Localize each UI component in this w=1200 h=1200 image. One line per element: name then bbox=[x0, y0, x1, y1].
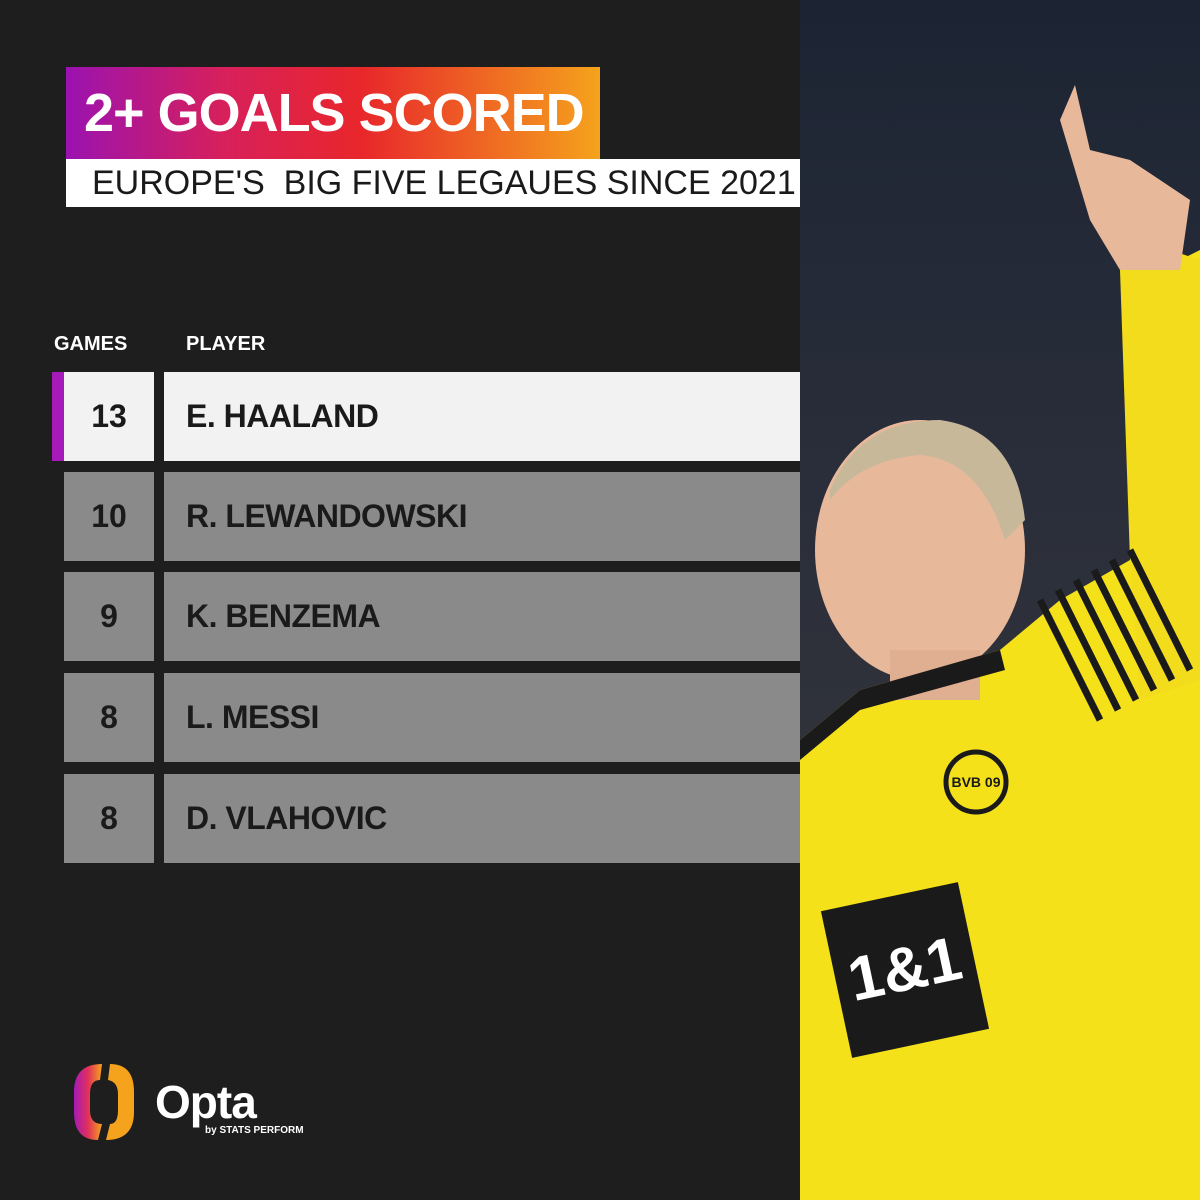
player-cell: D. VLAHOVIC bbox=[164, 774, 800, 863]
player-cell: L. MESSI bbox=[164, 673, 800, 762]
player-cell: K. BENZEMA bbox=[164, 572, 800, 661]
club-badge-text: BVB 09 bbox=[951, 774, 1000, 790]
table-row: 10 R. LEWANDOWSKI bbox=[0, 472, 800, 561]
table-row: 8 L. MESSI bbox=[0, 673, 800, 762]
club-badge-icon bbox=[943, 749, 1009, 815]
games-cell: 10 bbox=[64, 472, 154, 561]
opta-logo-icon bbox=[72, 1062, 136, 1147]
games-cell: 8 bbox=[64, 774, 154, 863]
player-photo: BVB 09 1&1 bbox=[800, 0, 1200, 1200]
opta-logo-text: Opta bbox=[155, 1076, 257, 1128]
column-header-games: GAMES bbox=[54, 333, 128, 355]
table-row: 9 K. BENZEMA bbox=[0, 572, 800, 661]
title-banner: 2+ GOALS SCORED bbox=[66, 67, 600, 159]
player-cell: E. HAALAND bbox=[164, 372, 800, 461]
column-header-player: PLAYER bbox=[186, 333, 266, 355]
player-cell: R. LEWANDOWSKI bbox=[164, 472, 800, 561]
games-cell: 13 bbox=[64, 372, 154, 461]
highlight-accent-bar bbox=[52, 372, 64, 461]
subtitle-banner: EUROPE'S BIG FIVE LEGAUES SINCE 2021 bbox=[66, 159, 815, 207]
games-cell: 9 bbox=[64, 572, 154, 661]
table-row: 13 E. HAALAND bbox=[0, 372, 800, 461]
opta-logo-subtext: by STATS PERFORM bbox=[205, 1125, 304, 1136]
games-cell: 8 bbox=[64, 673, 154, 762]
table-row: 8 D. VLAHOVIC bbox=[0, 774, 800, 863]
